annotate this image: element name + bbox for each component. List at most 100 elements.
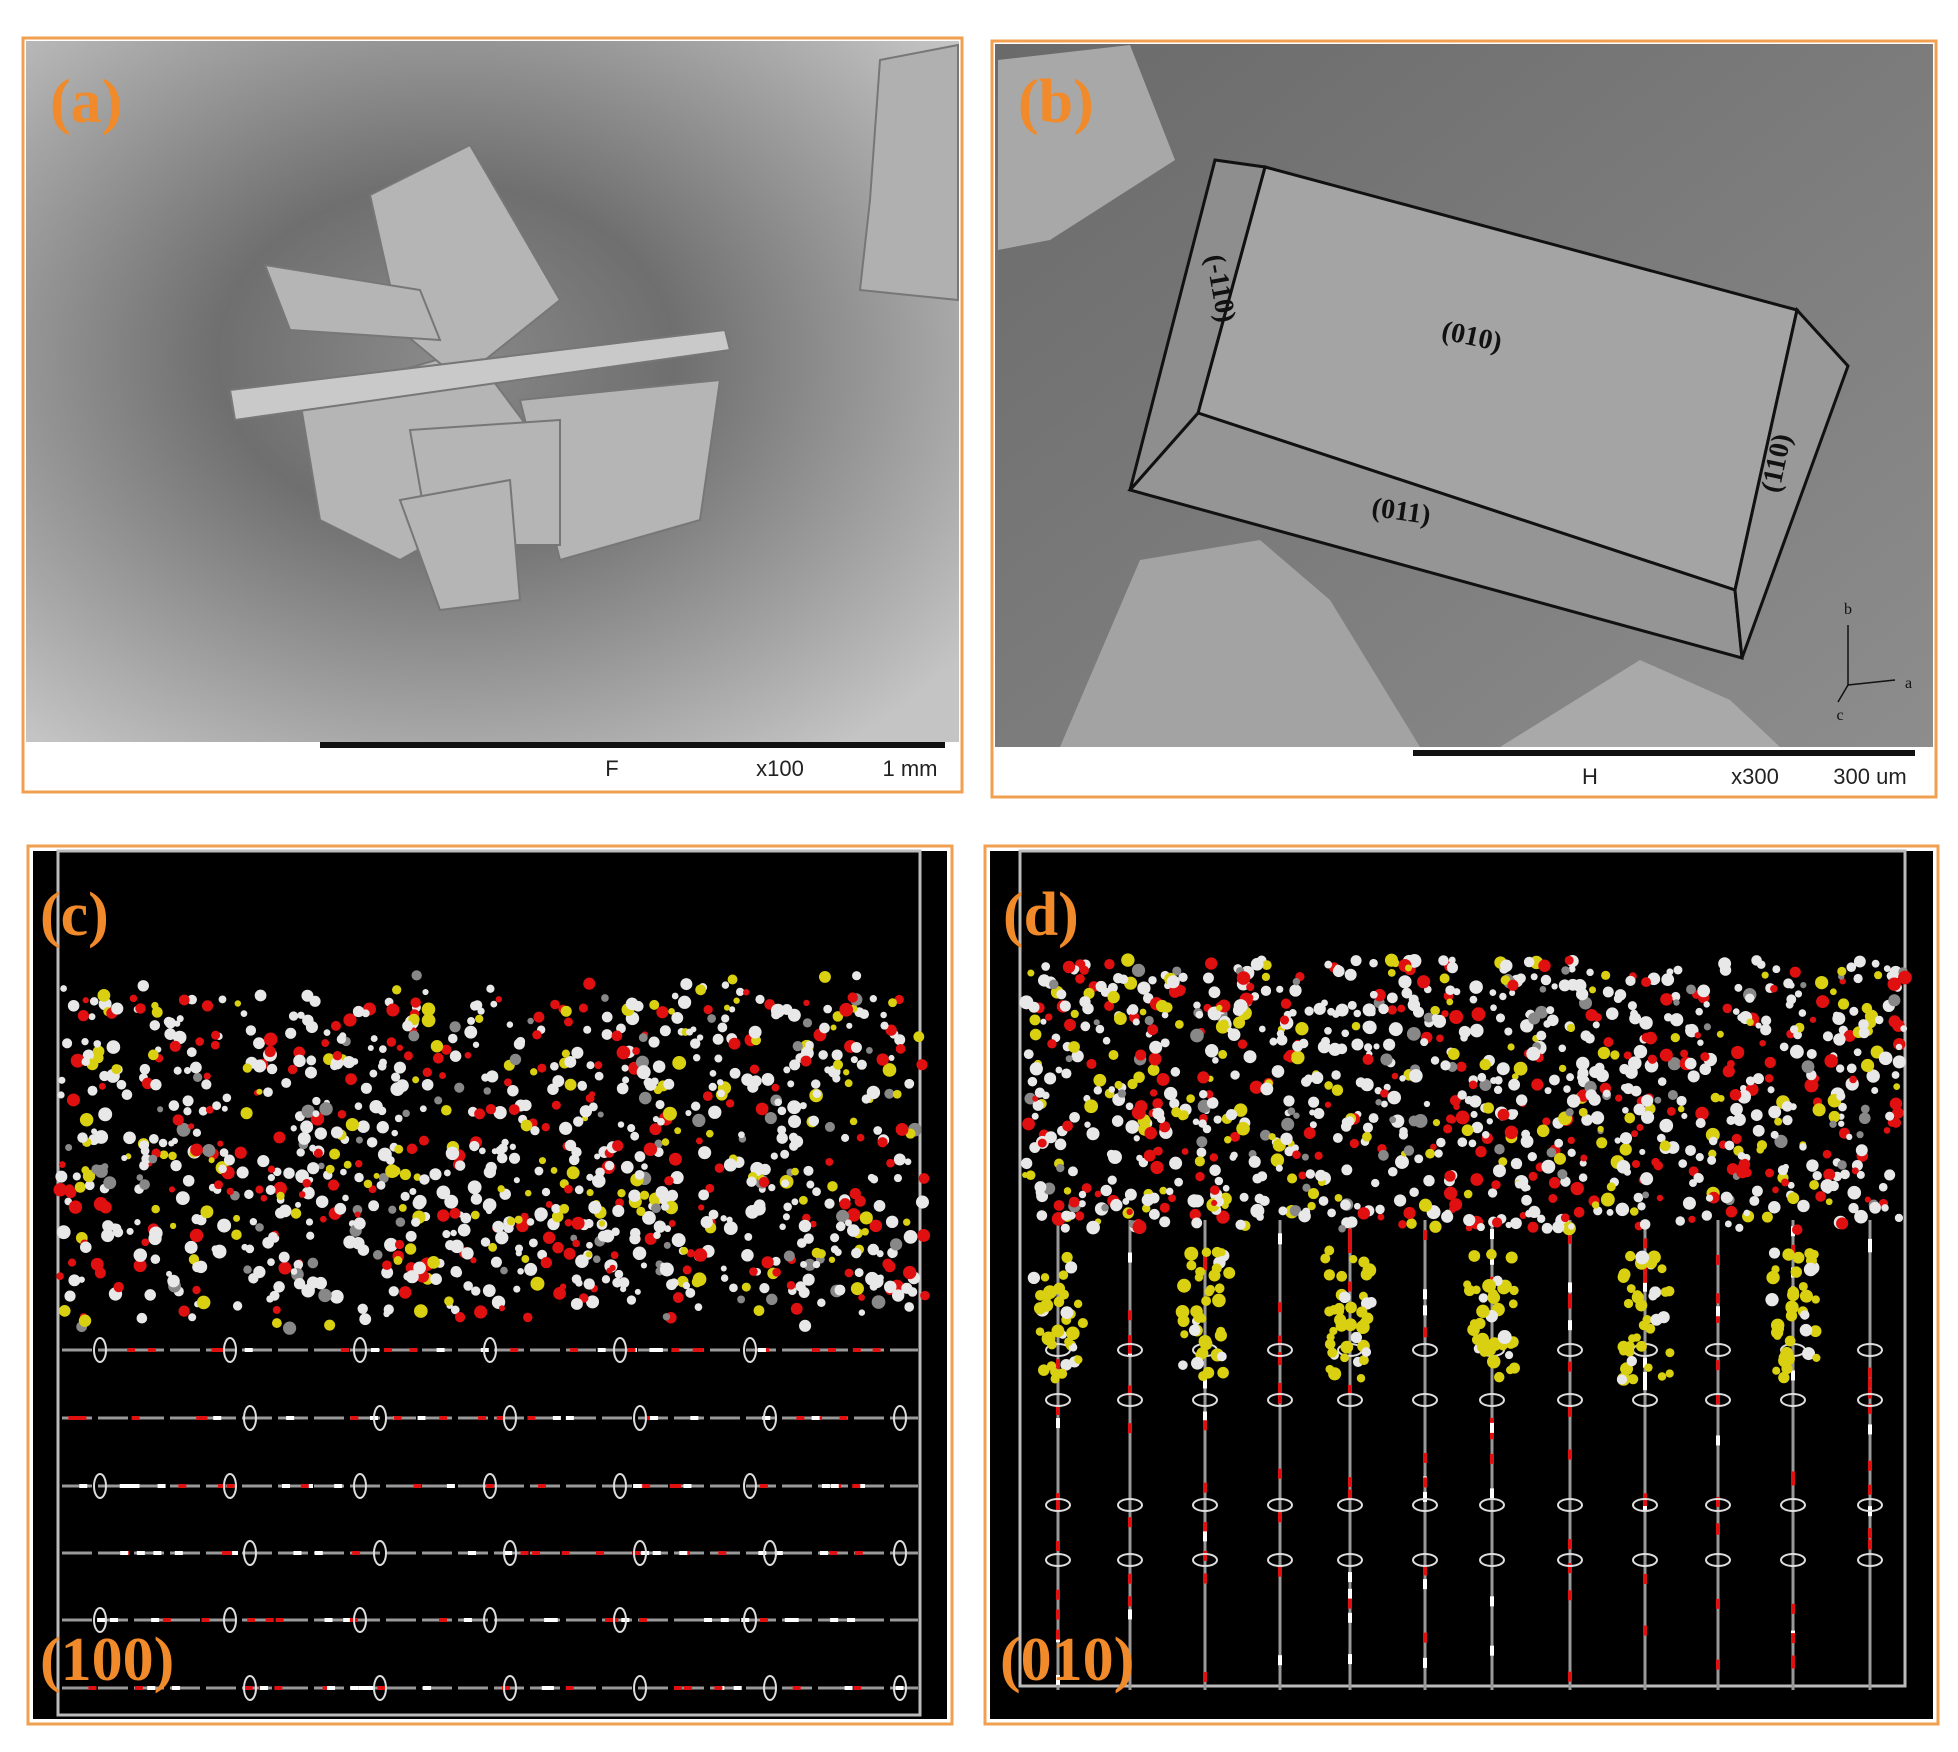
atom [1628,1334,1637,1343]
atom [1837,966,1847,976]
atom [1307,1201,1316,1211]
atom [111,1064,122,1075]
atom [1326,1332,1335,1342]
chain-atom [1490,1229,1494,1240]
atom [1703,1001,1710,1008]
atom [1463,1189,1473,1199]
chain-atom [259,1686,268,1690]
atom [1496,1062,1510,1076]
atom [1190,1028,1204,1043]
atom [1790,1266,1803,1278]
atom [1848,1202,1859,1214]
chain-atom [1056,1541,1060,1552]
atom [1539,985,1547,993]
atom [823,1004,833,1014]
atom [1121,953,1135,967]
atom [437,1209,450,1222]
atom [1779,1042,1789,1052]
atom [68,1200,83,1214]
atom [312,1110,320,1118]
atom [741,1248,754,1262]
chain-atom [1128,1385,1132,1396]
atom [662,1106,677,1121]
atom [90,1257,104,1271]
atom [282,1321,297,1335]
atom [1620,1083,1629,1092]
atom [806,1180,815,1189]
atom [592,1174,606,1188]
atom [1420,1038,1429,1047]
atom [306,1055,317,1066]
atom [1060,1358,1073,1371]
crystal [1127,158,1850,661]
atom [391,1072,401,1082]
atom [1287,1173,1298,1184]
atom [1344,968,1357,981]
ring [93,1607,107,1633]
ring [1337,1393,1363,1407]
chain-atom [1490,1488,1494,1499]
ring [503,1405,517,1431]
atom [1657,1311,1670,1324]
atom [1032,1099,1044,1111]
atom [357,1120,370,1134]
atom [1298,1209,1311,1223]
atom [182,1095,194,1107]
atom [418,1135,429,1146]
chain-atom [322,1686,331,1690]
atom [1766,1270,1780,1285]
atom [1835,1064,1845,1073]
atom [214,1180,224,1190]
atom [1580,1154,1588,1162]
atom [1615,1202,1630,1217]
chain-atom [199,1416,208,1420]
atom [1833,1011,1840,1019]
atom [1581,1114,1593,1126]
atom [305,1020,318,1034]
atom [638,1091,652,1105]
ring [1632,1553,1658,1567]
chain-atom [671,1348,680,1352]
atom [1871,959,1880,968]
atom [1309,1121,1317,1129]
atom [1499,992,1507,1001]
atom [918,1173,930,1184]
atom [434,1096,443,1105]
atom [297,1011,305,1019]
atom [664,1176,674,1186]
atom [884,1088,895,1099]
atom [77,1009,90,1022]
atom [448,1033,458,1044]
atom [1492,1164,1506,1178]
ring [1705,1393,1731,1407]
atom [657,1117,665,1126]
chain-atom [147,1686,156,1690]
atom [524,1262,538,1276]
atom [1836,1217,1849,1230]
atom [1077,1318,1088,1329]
atom [585,1093,595,1103]
atom [1764,1056,1776,1069]
atom [571,1274,582,1284]
atom [1375,1099,1382,1106]
atom [1468,1250,1481,1262]
atom [176,1122,191,1137]
chain-atom [504,1551,513,1555]
atom [490,1256,502,1268]
atom [1625,1250,1636,1262]
chain-atom [1278,1233,1282,1244]
atom [1387,968,1396,977]
atom [176,1015,184,1023]
atom [1389,1116,1397,1124]
atom [1044,1131,1057,1144]
atom [150,1254,161,1265]
atom [178,994,190,1006]
atom [1710,1092,1721,1103]
atom [1448,956,1456,964]
atom [1107,990,1120,1004]
atom [144,1289,156,1301]
atom [843,1069,850,1076]
ring [223,1473,237,1499]
atom [1357,1207,1370,1220]
atom [1084,1099,1099,1114]
